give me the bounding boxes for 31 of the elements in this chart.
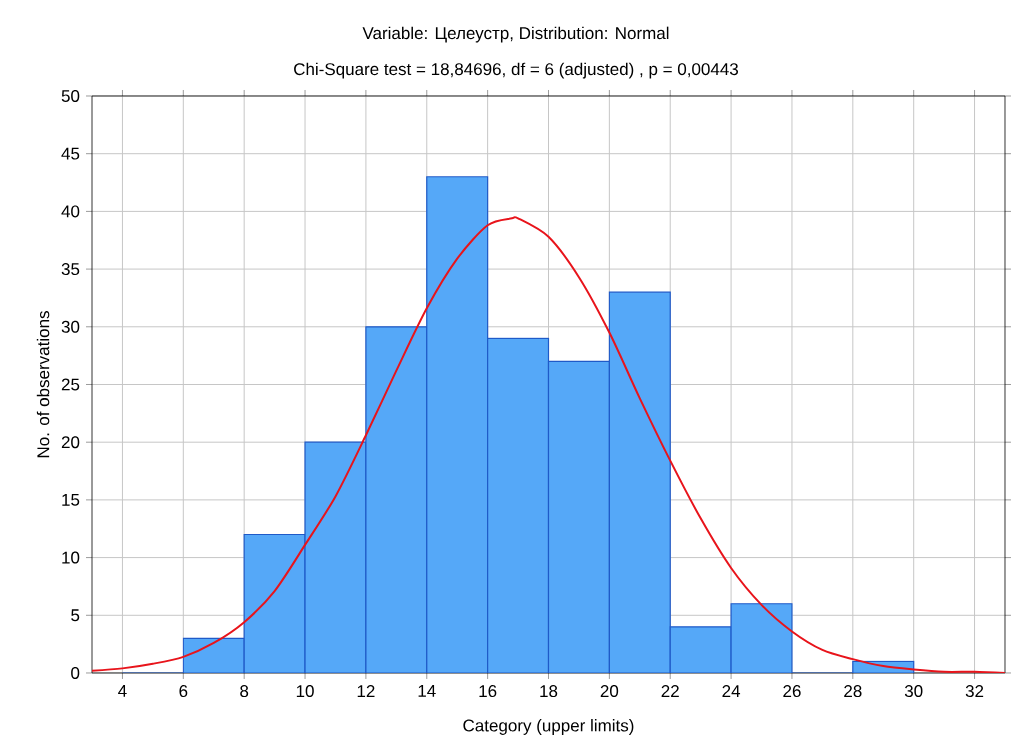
y-tick-label: 0 (71, 666, 80, 679)
x-tick-label: 12 (357, 685, 375, 697)
x-tick-label: 14 (418, 685, 436, 697)
x-tick-label: 10 (296, 685, 314, 698)
x-tick-label: 16 (479, 685, 497, 698)
chart-subtitle: Chi-Square test = 18,84696, df = 6 (adjusted) , p = 0,00443 (294, 62, 739, 79)
x-axis-title: Category (upper limits) (463, 719, 634, 735)
y-tick-label: 30 (61, 320, 80, 333)
y-tick-label: 15 (62, 493, 80, 506)
x-tick-label: 4 (118, 685, 127, 697)
y-tick-label: 5 (71, 609, 80, 622)
y-tick-label: 45 (61, 147, 80, 160)
x-tick-label: 32 (965, 685, 984, 698)
x-tick-label: 6 (179, 685, 188, 698)
x-tick-label: 22 (661, 685, 679, 697)
x-tick-label: 24 (722, 685, 741, 697)
y-tick-label: 10 (62, 551, 80, 564)
y-tick-label: 40 (61, 205, 80, 218)
chart-title: Variable: Целеустр, Distribution: Normal (362, 26, 669, 43)
y-tick-label: 35 (61, 263, 80, 276)
x-tick-label: 28 (844, 685, 862, 698)
y-axis-title: No. of observations (36, 311, 50, 458)
y-tick-label: 20 (61, 436, 80, 449)
y-tick-label: 50 (61, 89, 80, 102)
line-series (92, 217, 1005, 673)
x-tick-label: 8 (240, 685, 249, 698)
x-tick-label: 30 (904, 685, 923, 698)
x-tick-label: 18 (540, 685, 558, 698)
y-tick-label: 25 (61, 378, 80, 391)
x-tick-label: 26 (783, 685, 801, 698)
x-tick-label: 20 (600, 685, 619, 698)
